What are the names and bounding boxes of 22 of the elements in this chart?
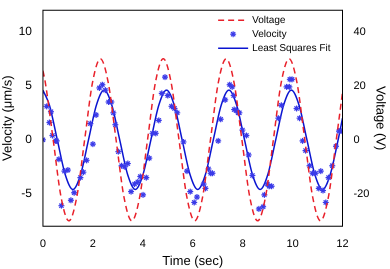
y-tick-label: 0 xyxy=(25,132,32,146)
x-tick-label: 6 xyxy=(190,238,196,250)
x-tick-label: 0 xyxy=(40,238,46,250)
y2-tick-label: 0 xyxy=(354,134,360,146)
y-tick-label: 10 xyxy=(18,24,32,38)
legend-label: Voltage xyxy=(252,14,286,26)
x-tick-label: 12 xyxy=(336,238,349,250)
x-axis-title: Time (sec) xyxy=(162,252,224,268)
y2-axis-title: Voltage (V) xyxy=(374,86,389,150)
x-tick-label: 4 xyxy=(140,238,146,250)
legend-label: Least Squares Fit xyxy=(252,42,331,54)
y-tick-label: 5 xyxy=(25,78,32,92)
x-tick-label: 8 xyxy=(240,238,246,250)
y2-tick-label: 20 xyxy=(354,80,366,92)
x-tick-label: 10 xyxy=(286,238,299,250)
y2-tick-label: -20 xyxy=(354,188,370,200)
legend-label: Velocity xyxy=(252,28,287,40)
y2-tick-label: 40 xyxy=(354,26,366,38)
line-series xyxy=(42,89,342,190)
y-tick-label: -5 xyxy=(21,186,32,200)
x-tick-label: 2 xyxy=(90,238,96,250)
y-axis-title: Velocity (μm/s) xyxy=(0,75,14,161)
